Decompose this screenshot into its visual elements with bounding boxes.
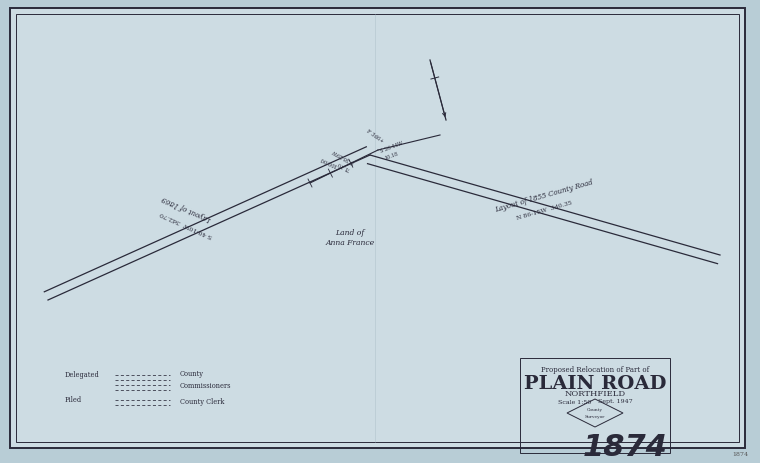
Text: Proposed Relocation of Part of: Proposed Relocation of Part of <box>541 366 649 374</box>
Text: 10.18: 10.18 <box>385 151 400 161</box>
Text: Surveyor: Surveyor <box>584 415 605 419</box>
Text: Layout of 1855 County Road: Layout of 1855 County Road <box>494 179 594 214</box>
Text: F 3d6+: F 3d6+ <box>366 129 385 144</box>
Text: Delegated: Delegated <box>65 371 100 379</box>
Text: Land of
Anna France: Land of Anna France <box>325 229 375 247</box>
Text: Layout of 1869: Layout of 1869 <box>160 194 213 223</box>
Text: County Clerk: County Clerk <box>180 398 224 406</box>
Text: Filed: Filed <box>65 396 82 404</box>
Text: NORTHFIELD: NORTHFIELD <box>565 390 625 398</box>
Text: 1874: 1874 <box>582 433 667 463</box>
Text: 100.00: 100.00 <box>318 156 337 168</box>
Text: S 38-29W: S 38-29W <box>332 148 356 164</box>
Text: Scale 1:50: Scale 1:50 <box>559 400 592 405</box>
Text: S 26-44W: S 26-44W <box>380 141 404 154</box>
Text: 1874: 1874 <box>732 452 748 457</box>
Text: 71.10: 71.10 <box>337 160 351 171</box>
Text: County
Commissioners: County Commissioners <box>180 370 232 389</box>
Text: County: County <box>587 408 603 412</box>
Text: N 86-15W  3d0.35: N 86-15W 3d0.35 <box>515 200 572 221</box>
Text: S 40-10W  3d2.70: S 40-10W 3d2.70 <box>160 211 214 238</box>
Bar <box>520 358 670 453</box>
Text: PLAIN ROAD: PLAIN ROAD <box>524 375 667 393</box>
Text: Sept. 1947: Sept. 1947 <box>597 400 632 405</box>
